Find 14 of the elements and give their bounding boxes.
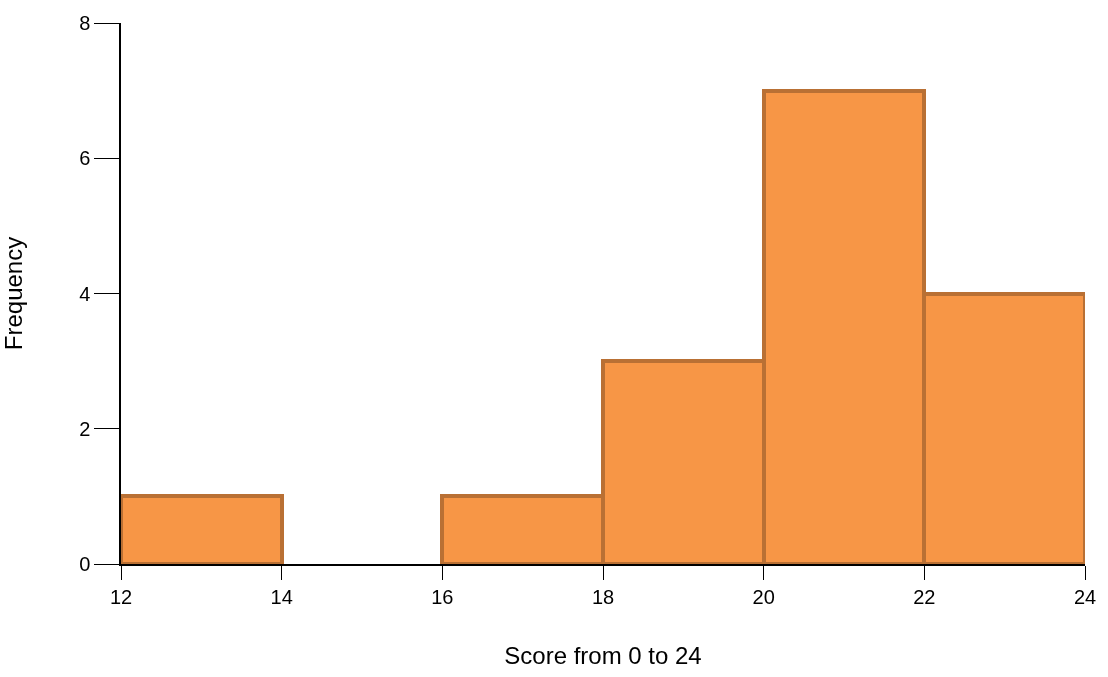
y-tick-label: 0 xyxy=(79,553,91,575)
x-tick-label: 18 xyxy=(591,585,615,608)
x-tick-label: 16 xyxy=(431,585,454,608)
y-tick-label: 6 xyxy=(79,147,91,170)
x-axis-title: Score from 0 to 24 xyxy=(504,641,702,669)
x-tick-label: 14 xyxy=(270,585,293,608)
y-axis-title: Frequency xyxy=(0,236,27,351)
x-tick-label: 12 xyxy=(109,585,133,608)
y-tick-label: 8 xyxy=(79,12,91,34)
y-tick-label: 4 xyxy=(79,282,91,305)
x-tick-label: 20 xyxy=(752,585,775,608)
x-tick-label: 22 xyxy=(913,585,936,608)
x-tick-label: 24 xyxy=(1073,585,1097,608)
y-tick-label: 2 xyxy=(79,417,91,440)
